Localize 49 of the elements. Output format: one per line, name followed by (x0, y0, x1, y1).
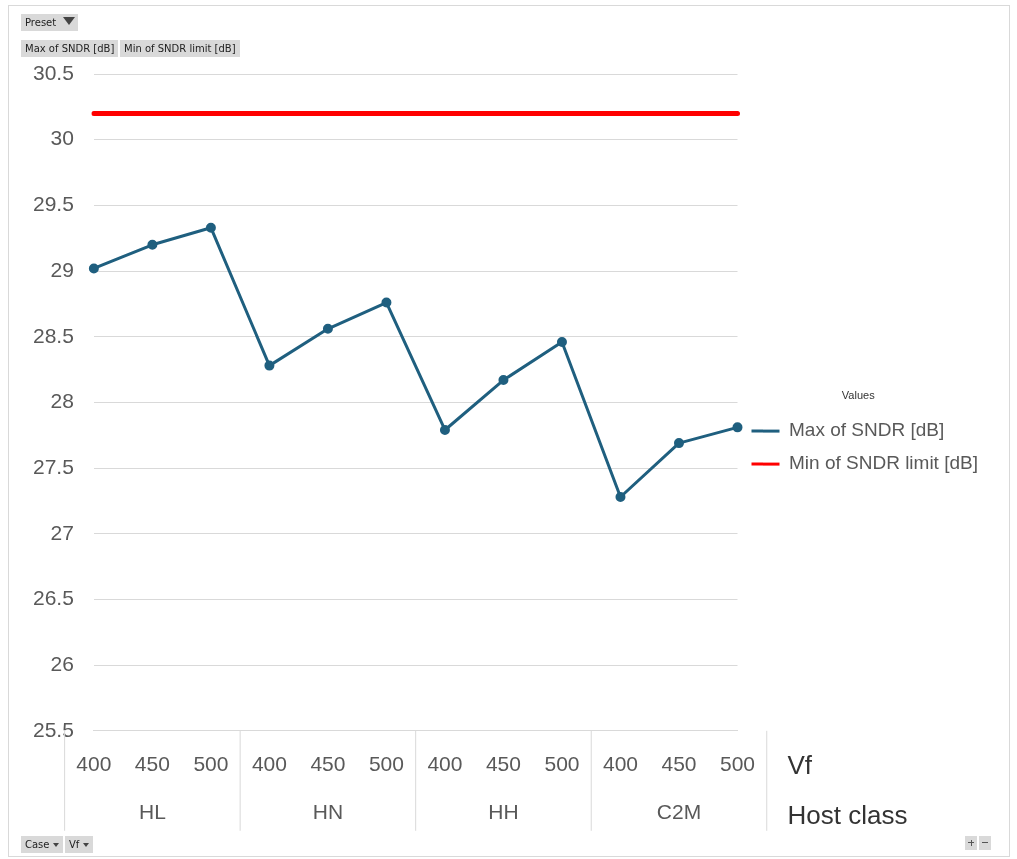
point (498, 375, 509, 386)
text: Host class (787, 799, 908, 830)
y-tick-label: 27.5 (33, 454, 74, 478)
y-tick-label: 28 (50, 389, 74, 413)
text: HL (138, 799, 166, 823)
x-tick-label: 400 (76, 752, 112, 776)
x-tick-label: 450 (134, 752, 170, 776)
x-tick-label: 500 (544, 752, 580, 776)
text: HH (488, 799, 519, 823)
point (147, 239, 158, 250)
x-tick-label: 500 (719, 752, 756, 776)
text: Preset (21, 14, 79, 31)
point (615, 491, 626, 502)
x-tick-label: 500 (193, 752, 229, 776)
y-tick-label: 30 (50, 126, 74, 150)
x-tick-label: 450 (661, 752, 697, 776)
x-tick-label: 400 (251, 752, 287, 776)
y-tick-label: 26 (50, 651, 74, 675)
y-tick-label: 28.5 (33, 323, 74, 347)
x-tick-label: 500 (368, 752, 404, 776)
y-tick-label: 29.5 (33, 192, 74, 216)
point (381, 297, 392, 308)
legend-label: Min of SNDR limit [dB] (789, 452, 978, 474)
y-tick-label: 26.5 (33, 586, 74, 610)
text: Case (21, 836, 64, 853)
text: C2M (656, 799, 702, 823)
x-tick-label: 400 (427, 752, 463, 776)
point (732, 422, 743, 433)
point (439, 424, 450, 435)
y-tick-label: 30.5 (33, 60, 74, 84)
x-axis-title: Vf (787, 749, 813, 780)
x-tick-label: 450 (310, 752, 346, 776)
text: Max of SNDR [dB] (21, 40, 119, 57)
point (556, 336, 567, 347)
x-tick-label: 450 (485, 752, 521, 776)
legend-label: Max of SNDR [dB] (789, 419, 945, 441)
y-tick-label: 25.5 (33, 717, 74, 741)
x-tick-label: 400 (602, 752, 638, 776)
y-tick-label: 27 (50, 520, 74, 544)
point (205, 222, 216, 233)
text: Vf (65, 836, 94, 853)
point (264, 360, 275, 371)
text: Min of SNDR limit [dB] (120, 40, 240, 57)
text: HN (312, 799, 344, 823)
point (88, 263, 99, 274)
legend-title: Values (841, 388, 876, 401)
y-tick-label: 29 (50, 257, 74, 281)
point (322, 323, 333, 334)
point (673, 438, 684, 449)
